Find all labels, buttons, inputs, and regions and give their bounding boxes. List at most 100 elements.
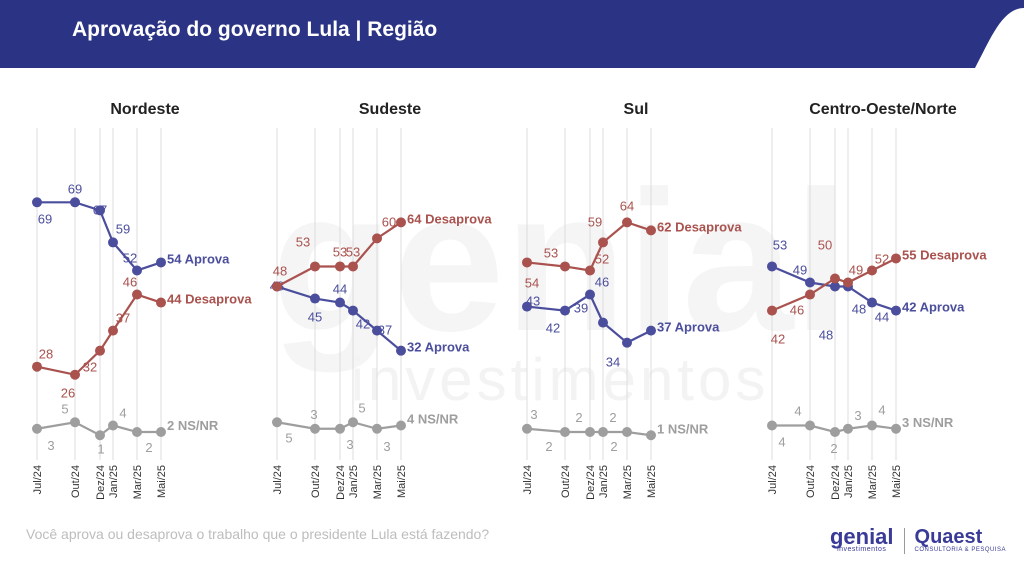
panel-1-series-line-desaprova — [36, 293, 162, 376]
panel-4-data-label: 53 — [773, 237, 787, 252]
panel-1-data-label: 52 — [123, 250, 137, 265]
panel-1-data-point — [32, 361, 42, 372]
panel-1-data-point — [156, 427, 166, 437]
quaest-logo-subtext: CONSULTORIA & PESQUISA — [914, 547, 1006, 553]
panel-2-category-label: Jan/25 — [348, 465, 360, 498]
panel-2-data-point — [396, 217, 406, 228]
panel-1-data-point — [156, 297, 166, 308]
panel-4-data-point — [830, 427, 840, 437]
panel-2-data-label: 53 — [296, 234, 310, 249]
panel-3-data-point — [622, 427, 632, 437]
panel-4-category-label: Jan/25 — [843, 465, 855, 498]
panel-1-data-point — [70, 197, 80, 208]
panel-1-data-label: 46 — [123, 275, 137, 290]
logo-divider — [903, 528, 905, 554]
panel-2-end-label: 4 NS/NR — [407, 412, 459, 427]
panel-4-data-point — [891, 305, 901, 316]
panel-2-data-point — [335, 261, 345, 272]
panel-1-data-label: 32 — [83, 360, 97, 375]
panel-3-data-point — [598, 427, 608, 437]
panel-3-data-point — [646, 430, 656, 441]
panel-1-data-point — [32, 197, 42, 208]
genial-logo-subtext: investimentos — [837, 546, 887, 553]
panel-3-data-point — [585, 265, 595, 276]
panel-1-category-label: Mai/25 — [156, 465, 168, 498]
panel-1-end-label: 54 Aprova — [167, 251, 230, 266]
genial-logo-text: genial — [829, 524, 894, 549]
panel-2-data-point — [335, 423, 345, 434]
panel-2-data-label: 45 — [308, 310, 322, 325]
panel-4-data-point — [891, 253, 901, 264]
panel-3-data-point — [560, 261, 570, 272]
panel-2-data-point — [272, 417, 282, 428]
panel-3-category-label: Jan/25 — [598, 465, 610, 498]
page-title: Aprovação do governo Lula | Região — [72, 18, 438, 41]
panel-3-data-label: 2 — [610, 439, 617, 454]
panel-1-data-point — [132, 265, 142, 276]
panel-1-data-point — [32, 423, 42, 434]
panel-4-data-label: 49 — [793, 263, 807, 278]
panel-1-data-point — [95, 430, 105, 441]
panel-4-data-label: 52 — [875, 251, 889, 266]
panel-1-data-label: 67 — [93, 202, 107, 217]
panel-1-data-point — [108, 420, 118, 431]
panel-2-series-line-aprova — [276, 285, 402, 352]
panel-1-data-point — [95, 345, 105, 356]
watermark-genial: genial — [271, 150, 849, 373]
quaest-logo-text: Quaest — [914, 526, 983, 548]
panel-2-data-point — [348, 417, 358, 428]
panel-3-data-label: 46 — [595, 275, 609, 290]
panel-4-end-label: 42 Aprova — [902, 300, 965, 315]
panel-2-data-point — [310, 293, 320, 304]
panel-4-data-point — [805, 289, 815, 300]
panel-4-data-point — [767, 261, 777, 272]
panel-3-end-label: 62 Desaprova — [657, 219, 742, 234]
panel-1-data-point — [156, 257, 166, 268]
panel-2-data-point — [310, 261, 320, 272]
panel-2-data-label: 60 — [382, 214, 396, 229]
panel-3-data-point — [560, 427, 570, 437]
panel-2-category-label: Mai/25 — [396, 465, 408, 498]
panel-2-data-label: 5 — [285, 430, 292, 445]
panel-4-data-point — [891, 423, 901, 434]
panel-4-category-label: Mar/25 — [867, 465, 879, 499]
panel-4-data-point — [805, 277, 815, 288]
panel-2-data-point — [396, 420, 406, 431]
panel-2-data-point — [396, 345, 406, 356]
panel-4-data-point — [843, 277, 853, 288]
panel-4-data-point — [767, 305, 777, 316]
panel-3-data-point — [522, 257, 532, 268]
panel-3-category-label: Jul/24 — [522, 465, 534, 494]
panel-2-data-point — [272, 281, 282, 292]
panel-1-data-label: 1 — [97, 441, 104, 456]
panel-1-data-label: 28 — [39, 347, 53, 362]
panel-4-data-point — [867, 420, 877, 431]
panel-2-data-label: 53 — [346, 244, 360, 259]
panel-1-data-point — [95, 205, 105, 216]
panel-4-category-label: Mai/25 — [891, 465, 903, 498]
panel-1-category-label: Mar/25 — [132, 465, 144, 499]
panel-2-data-point — [372, 233, 382, 244]
panel-4-data-point — [830, 273, 840, 284]
panel-3-end-label: 37 Aprova — [657, 320, 720, 335]
panel-2-data-label: 3 — [383, 439, 390, 454]
panel-4-data-label: 4 — [794, 404, 801, 419]
panel-3-data-label: 39 — [574, 301, 588, 316]
panel-3-category-label: Mar/25 — [622, 465, 634, 499]
panel-2-data-label: 53 — [333, 244, 347, 259]
panel-2-data-point — [310, 423, 320, 434]
panel-2-data-label: 3 — [310, 407, 317, 422]
panel-1-category-label: Dez/24 — [95, 465, 107, 500]
panel-3-data-point — [646, 325, 656, 336]
header-bar — [0, 0, 1024, 68]
panel-4-data-point — [867, 297, 877, 308]
panel-1-end-label: 44 Desaprova — [167, 292, 252, 307]
panel-1-data-label: 4 — [119, 406, 126, 421]
panel-2-data-point — [348, 305, 358, 316]
logos: genial investimentos Quaest CONSULTORIA … — [830, 526, 1006, 556]
panel-4-data-label: 42 — [771, 332, 785, 347]
panel-4-data-point — [843, 423, 853, 434]
panel-1-category-label: Jan/25 — [108, 465, 120, 498]
panel-1-data-point — [108, 237, 118, 248]
panel-3-data-label: 3 — [530, 407, 537, 422]
